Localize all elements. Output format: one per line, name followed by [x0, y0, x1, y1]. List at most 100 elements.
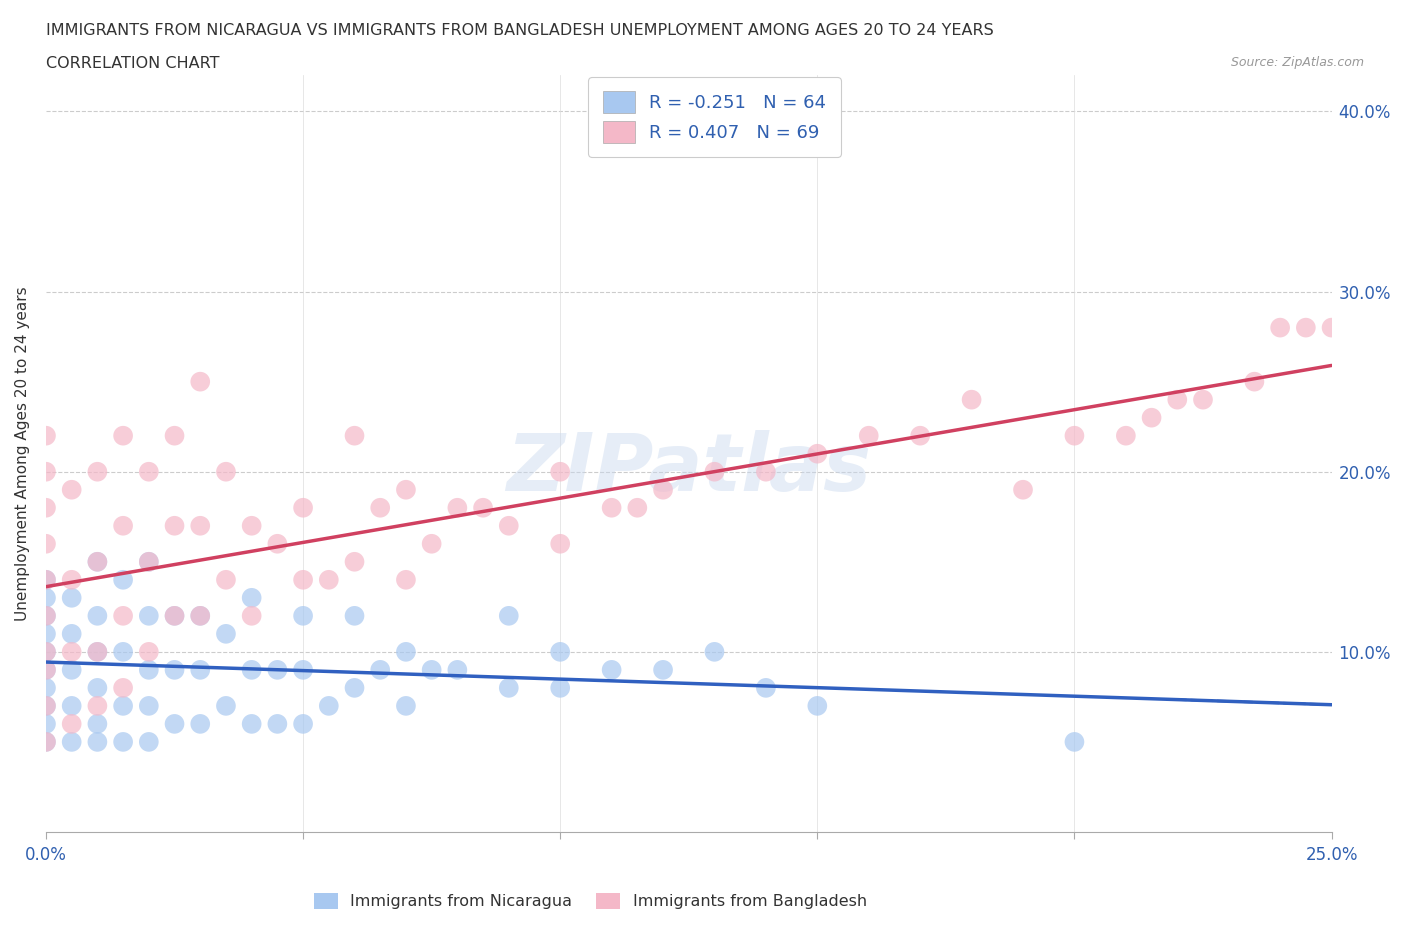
Point — [498, 518, 520, 533]
Point — [60, 698, 83, 713]
Point — [35, 681, 58, 696]
Point — [35, 572, 58, 587]
Point — [35, 428, 58, 443]
Point — [266, 716, 288, 731]
Point — [343, 608, 366, 623]
Point — [86, 735, 108, 750]
Point — [60, 627, 83, 642]
Point — [188, 662, 211, 677]
Point — [112, 681, 135, 696]
Point — [60, 735, 83, 750]
Point — [703, 464, 725, 479]
Point — [163, 716, 186, 731]
Point — [86, 681, 108, 696]
Text: Source: ZipAtlas.com: Source: ZipAtlas.com — [1230, 56, 1364, 69]
Point — [86, 716, 108, 731]
Point — [60, 716, 83, 731]
Point — [960, 392, 983, 407]
Point — [188, 716, 211, 731]
Point — [215, 627, 238, 642]
Point — [240, 662, 263, 677]
Point — [472, 500, 495, 515]
Point — [35, 716, 58, 731]
Point — [1063, 735, 1085, 750]
Point — [112, 644, 135, 659]
Point — [806, 446, 828, 461]
Point — [35, 662, 58, 677]
Point — [138, 662, 160, 677]
Point — [292, 716, 315, 731]
Point — [395, 644, 418, 659]
Point — [188, 608, 211, 623]
Point — [652, 483, 675, 498]
Point — [86, 608, 108, 623]
Point — [498, 608, 520, 623]
Point — [266, 662, 288, 677]
Point — [343, 554, 366, 569]
Point — [600, 500, 623, 515]
Point — [112, 608, 135, 623]
Point — [240, 518, 263, 533]
Point — [86, 464, 108, 479]
Point — [806, 698, 828, 713]
Point — [35, 608, 58, 623]
Point — [60, 662, 83, 677]
Point — [35, 644, 58, 659]
Point — [35, 698, 58, 713]
Point — [858, 428, 880, 443]
Point — [266, 537, 288, 551]
Point — [292, 500, 315, 515]
Point — [35, 698, 58, 713]
Point — [35, 464, 58, 479]
Point — [188, 374, 211, 389]
Point — [86, 554, 108, 569]
Point — [138, 735, 160, 750]
Point — [35, 500, 58, 515]
Point — [86, 698, 108, 713]
Point — [908, 428, 931, 443]
Point — [35, 572, 58, 587]
Point — [35, 608, 58, 623]
Point — [548, 644, 571, 659]
Point — [60, 591, 83, 605]
Point — [292, 662, 315, 677]
Point — [35, 627, 58, 642]
Point — [395, 572, 418, 587]
Point — [240, 591, 263, 605]
Point — [755, 681, 778, 696]
Point — [548, 681, 571, 696]
Point — [35, 537, 58, 551]
Point — [35, 735, 58, 750]
Point — [292, 572, 315, 587]
Point — [343, 681, 366, 696]
Point — [240, 608, 263, 623]
Point — [1295, 320, 1317, 335]
Point — [138, 554, 160, 569]
Point — [318, 572, 340, 587]
Point — [35, 644, 58, 659]
Point — [343, 428, 366, 443]
Point — [112, 735, 135, 750]
Point — [112, 428, 135, 443]
Point — [652, 662, 675, 677]
Text: CORRELATION CHART: CORRELATION CHART — [46, 56, 219, 71]
Point — [703, 644, 725, 659]
Point — [138, 464, 160, 479]
Point — [35, 735, 58, 750]
Point — [60, 644, 83, 659]
Point — [446, 662, 468, 677]
Point — [1115, 428, 1137, 443]
Point — [1320, 320, 1343, 335]
Point — [163, 608, 186, 623]
Legend: Immigrants from Nicaragua, Immigrants from Bangladesh: Immigrants from Nicaragua, Immigrants fr… — [305, 884, 876, 917]
Point — [626, 500, 648, 515]
Point — [86, 554, 108, 569]
Point — [1166, 392, 1188, 407]
Point — [318, 698, 340, 713]
Point — [446, 500, 468, 515]
Point — [215, 698, 238, 713]
Y-axis label: Unemployment Among Ages 20 to 24 years: Unemployment Among Ages 20 to 24 years — [15, 286, 30, 621]
Point — [1063, 428, 1085, 443]
Point — [1192, 392, 1215, 407]
Point — [548, 464, 571, 479]
